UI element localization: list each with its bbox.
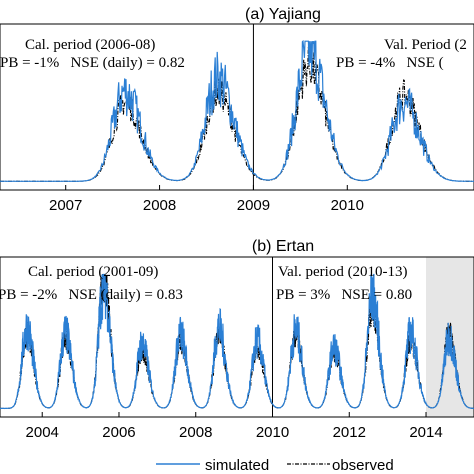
legend-observed-label: observed — [332, 457, 394, 474]
x-tick-label: 2010 — [331, 197, 364, 214]
panel-b-cal-period: Cal. period (2001-09) — [28, 264, 158, 280]
panel-a-val-stats: PB = -4% NSE ( — [336, 55, 444, 71]
x-tick-label: 2006 — [102, 424, 135, 441]
panel-a-val-period: Val. Period (2 — [384, 37, 467, 53]
x-tick-label: 2004 — [26, 424, 59, 441]
panel-b-simulated-line — [0, 273, 474, 410]
x-tick-label: 2012 — [333, 424, 366, 441]
legend-simulated-label: simulated — [205, 457, 269, 474]
panel-b-title: (b) Ertan — [252, 238, 314, 255]
panel-yajiang: (a) Yajiang 2007 2008 2009 2010 Cal. period… — [0, 6, 474, 214]
panel-a-frame — [0, 23, 474, 191]
shaded-region — [426, 257, 474, 417]
panel-a-cal-stats: PB = -1% NSE (daily) = 0.82 — [0, 55, 185, 71]
x-tick-label: 2007 — [49, 197, 82, 214]
x-tick-label: 2010 — [256, 424, 289, 441]
panel-b-val-period: Val. period (2010-13) — [278, 264, 408, 280]
x-tick-label: 2014 — [409, 424, 442, 441]
x-tick-label: 2008 — [179, 424, 212, 441]
panel-ertan: (b) Ertan 2004 2006 2008 2010 2012 2014 Cal. … — [0, 238, 474, 441]
x-tick-label: 2009 — [237, 197, 270, 214]
panel-b-frame — [0, 256, 474, 418]
panel-a-title: (a) Yajiang — [245, 6, 321, 23]
panel-a-cal-period: Cal. period (2006-08) — [25, 37, 155, 53]
x-tick-label: 2008 — [143, 197, 176, 214]
legend: simulated observed — [156, 457, 394, 474]
panel-b-cal-stats: PB = -2% NSE (daily) = 0.83 — [0, 287, 183, 303]
panel-b-val-stats: PB = 3% NSE = 0.80 — [276, 287, 412, 303]
panel-a-simulated-line — [0, 39, 474, 182]
